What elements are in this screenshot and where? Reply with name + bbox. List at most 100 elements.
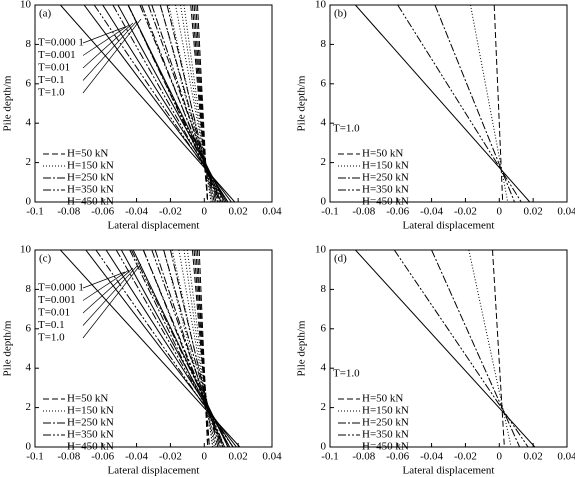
x-tick-label: -0.04 bbox=[125, 451, 148, 463]
y-tick-label: 8 bbox=[321, 38, 327, 50]
leader-line bbox=[82, 263, 142, 339]
x-tick-label: 0.02 bbox=[524, 451, 543, 463]
y-tick-label: 8 bbox=[321, 283, 327, 295]
y-tick-label: 4 bbox=[26, 362, 32, 374]
series-line bbox=[112, 5, 226, 202]
leader-line bbox=[82, 20, 138, 81]
y-tick-label: 0 bbox=[321, 441, 327, 453]
x-tick-label: -0.04 bbox=[125, 206, 148, 218]
x-tick-label: 0.02 bbox=[229, 206, 248, 218]
plot-frame bbox=[34, 4, 273, 203]
x-axis-label: Lateral displacement bbox=[403, 465, 495, 477]
x-axis-label: Lateral displacement bbox=[403, 220, 495, 232]
legend-label: H=150 kN bbox=[67, 160, 114, 172]
series-line bbox=[127, 5, 222, 202]
x-tick-label: -0.1 bbox=[321, 451, 338, 463]
series-line bbox=[147, 5, 220, 202]
x-tick-label: 0.02 bbox=[524, 206, 543, 218]
leader-line bbox=[82, 265, 138, 326]
y-tick-label: 4 bbox=[321, 362, 327, 374]
series-line bbox=[191, 250, 210, 447]
x-tick-label: 0 bbox=[497, 206, 503, 218]
legend-label: H=250 kN bbox=[67, 172, 114, 184]
panel-label: (d) bbox=[334, 253, 347, 265]
x-tick-label: 0.04 bbox=[262, 206, 282, 218]
series-line bbox=[142, 250, 224, 447]
x-tick-label: 0 bbox=[202, 451, 208, 463]
series-line bbox=[434, 5, 515, 202]
series-line bbox=[60, 5, 236, 202]
y-tick-label: 6 bbox=[321, 322, 327, 334]
x-tick-label: -0.02 bbox=[454, 206, 477, 218]
plot-frame bbox=[34, 249, 273, 448]
panel-label: (c) bbox=[39, 253, 52, 265]
y-tick-label: 2 bbox=[26, 156, 32, 168]
y-tick-label: 2 bbox=[26, 401, 32, 413]
x-tick-label: -0.04 bbox=[420, 451, 443, 463]
series-line bbox=[159, 5, 215, 202]
series-line bbox=[141, 5, 220, 202]
x-tick-label: -0.1 bbox=[321, 206, 338, 218]
x-tick-label: -0.06 bbox=[386, 451, 409, 463]
annotation: T=0.000 1 bbox=[38, 37, 84, 49]
y-tick-label: 10 bbox=[315, 0, 327, 11]
annotation: T=0.001 bbox=[38, 49, 76, 61]
y-tick-label: 0 bbox=[321, 196, 327, 208]
y-tick-label: 8 bbox=[26, 283, 32, 295]
x-tick-label: -0.1 bbox=[26, 451, 43, 463]
legend-label: H=350 kN bbox=[67, 184, 114, 196]
series-line bbox=[175, 5, 214, 202]
leader-line bbox=[82, 271, 126, 289]
series-line bbox=[493, 5, 504, 202]
legend-label: H=250 kN bbox=[362, 172, 409, 184]
x-tick-label: -0.08 bbox=[57, 206, 80, 218]
y-tick-label: 2 bbox=[321, 156, 327, 168]
y-tick-label: 2 bbox=[321, 401, 327, 413]
annotation: T=1.0 bbox=[333, 123, 360, 135]
x-axis-label: Lateral displacement bbox=[108, 220, 200, 232]
leader-line bbox=[82, 26, 126, 44]
x-tick-label: -0.06 bbox=[91, 206, 114, 218]
series-line bbox=[115, 250, 231, 447]
x-tick-label: -0.02 bbox=[454, 451, 477, 463]
series-line bbox=[180, 5, 212, 202]
y-tick-label: 0 bbox=[26, 441, 32, 453]
series-line bbox=[163, 250, 217, 447]
series-line bbox=[183, 250, 214, 447]
annotation: T=1.0 bbox=[333, 368, 360, 380]
series-line bbox=[393, 250, 529, 447]
series-line bbox=[397, 5, 522, 202]
annotation: T=0.001 bbox=[38, 294, 76, 306]
series-line bbox=[470, 5, 509, 202]
x-axis-label: Lateral displacement bbox=[108, 465, 200, 477]
x-tick-label: -0.02 bbox=[159, 206, 182, 218]
panel-label: (b) bbox=[334, 8, 347, 20]
legend-label: H=150 kN bbox=[67, 405, 114, 417]
x-tick-label: 0.04 bbox=[557, 206, 575, 218]
legend-label: H=50 kN bbox=[67, 393, 108, 405]
y-tick-label: 10 bbox=[20, 244, 32, 256]
leader-line bbox=[82, 18, 142, 94]
annotation: T=0.01 bbox=[38, 307, 70, 319]
y-axis-label: Pile depth/m bbox=[296, 320, 308, 376]
x-tick-label: 0 bbox=[497, 451, 503, 463]
legend-label: H=150 kN bbox=[362, 160, 409, 172]
annotation: T=0.1 bbox=[38, 74, 65, 86]
panel-label: (a) bbox=[39, 8, 52, 20]
x-tick-label: 0.04 bbox=[262, 451, 282, 463]
series-line bbox=[492, 250, 505, 447]
legend-label: H=350 kN bbox=[362, 184, 409, 196]
plot-frame bbox=[329, 249, 568, 448]
legend-label: H=350 kN bbox=[362, 429, 409, 441]
legend-label: H=250 kN bbox=[67, 417, 114, 429]
y-axis-label: Pile depth/m bbox=[2, 75, 14, 131]
x-tick-label: -0.06 bbox=[91, 451, 114, 463]
x-tick-label: -0.02 bbox=[159, 451, 182, 463]
series-line bbox=[193, 250, 210, 447]
annotation: T=1.0 bbox=[38, 332, 65, 344]
leader-line bbox=[82, 269, 130, 301]
legend-label: H=350 kN bbox=[67, 429, 114, 441]
series-line bbox=[468, 250, 512, 447]
x-tick-label: 0 bbox=[202, 206, 208, 218]
